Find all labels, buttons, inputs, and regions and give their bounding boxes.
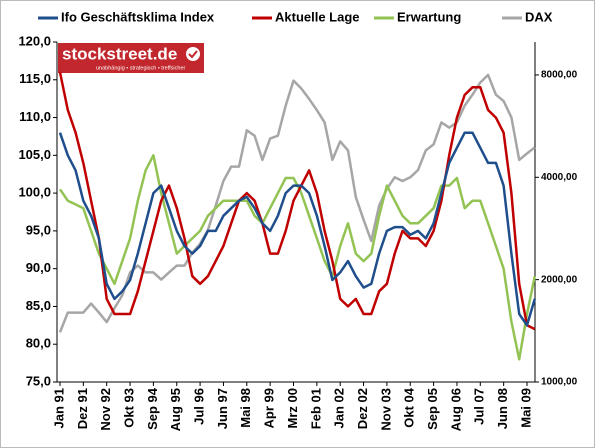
y2-tick-label: 2000,00: [541, 274, 578, 285]
logo-check: [188, 50, 198, 59]
legend-label: DAX: [525, 9, 553, 24]
y-tick-label: 85,0: [26, 298, 51, 313]
y-tick-label: 80,0: [26, 336, 51, 351]
x-tick-label: Aug 06: [448, 388, 463, 431]
legend-label: Aktuelle Lage: [275, 9, 360, 24]
x-tick-label: Nov 92: [98, 388, 113, 431]
series-line: [58, 131, 536, 327]
y-tick-label: 95,0: [26, 222, 51, 237]
x-tick-label: Nov 03: [378, 388, 393, 431]
x-tick-label: Sep 94: [145, 387, 160, 430]
y-tick-label: 110,0: [19, 109, 51, 124]
y-tick-label: 120,0: [18, 33, 51, 48]
x-tick-label: Okt 04: [402, 387, 417, 428]
x-tick-label: Jun 97: [215, 388, 230, 429]
y2-tick-label: 1000,00: [541, 377, 578, 388]
logo-text: stockstreet.de: [62, 44, 177, 63]
x-tick-label: Dez 91: [75, 388, 90, 429]
logo-box: [58, 43, 204, 73]
x-tick-label: Jul 07: [472, 388, 487, 425]
y-tick-label: 100,0: [18, 185, 51, 200]
legend-label: Erwartung: [397, 9, 461, 24]
y2-tick-label: 8000,00: [541, 70, 578, 81]
legend-label: Ifo Geschäftsklima Index: [61, 9, 215, 24]
x-tick-label: Jul 96: [192, 388, 207, 425]
y-tick-label: 105,0: [18, 147, 51, 162]
x-tick-label: Dez 02: [355, 388, 370, 429]
x-tick-label: Aug 95: [168, 388, 183, 431]
x-tick-label: Sep 05: [425, 388, 440, 430]
logo: stockstreet.de unabhängig • strategisch …: [58, 43, 204, 73]
x-tick-label: Jan 02: [332, 388, 347, 428]
x-tick-label: Mai 09: [518, 388, 533, 428]
x-tick-label: Mai 98: [238, 388, 253, 428]
logo-tagline: unabhängig • strategisch • treffsicher: [96, 65, 186, 71]
x-tick-label: Feb 01: [308, 388, 323, 429]
y-tick-label: 115,0: [19, 71, 51, 86]
y-tick-label: 90,0: [26, 260, 51, 275]
x-tick-label: Jan 91: [51, 388, 66, 428]
series-line: [58, 71, 536, 331]
x-tick-label: Okt 93: [121, 388, 136, 428]
x-tick-label: Jun 08: [495, 388, 510, 429]
x-tick-label: Mrz 00: [285, 388, 300, 428]
y2-tick-label: 4000,00: [541, 172, 578, 183]
y-tick-label: 75,0: [26, 373, 51, 388]
logo-icon: [186, 47, 200, 61]
x-tick-label: Apr 99: [262, 388, 277, 428]
